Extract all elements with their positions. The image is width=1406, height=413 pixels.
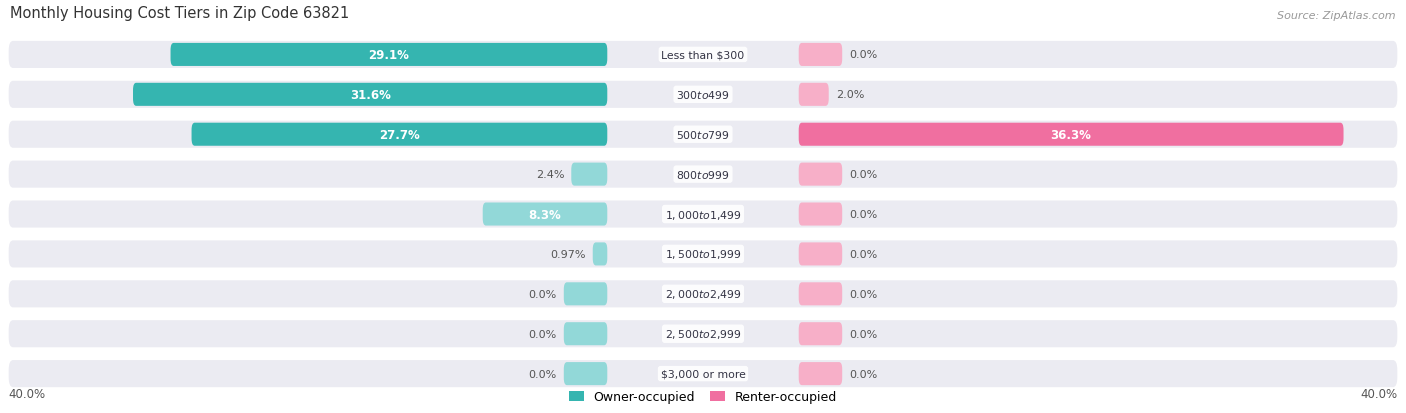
- FancyBboxPatch shape: [799, 323, 842, 345]
- FancyBboxPatch shape: [799, 203, 842, 226]
- FancyBboxPatch shape: [799, 123, 1344, 146]
- Text: 0.0%: 0.0%: [849, 249, 877, 259]
- FancyBboxPatch shape: [191, 123, 607, 146]
- FancyBboxPatch shape: [8, 320, 1398, 347]
- Text: 0.97%: 0.97%: [550, 249, 586, 259]
- FancyBboxPatch shape: [482, 203, 607, 226]
- Text: 0.0%: 0.0%: [529, 289, 557, 299]
- Text: 8.3%: 8.3%: [529, 208, 561, 221]
- Text: 0.0%: 0.0%: [849, 50, 877, 60]
- Text: 36.3%: 36.3%: [1050, 128, 1091, 141]
- Text: $300 to $499: $300 to $499: [676, 89, 730, 101]
- Text: $2,000 to $2,499: $2,000 to $2,499: [665, 287, 741, 301]
- FancyBboxPatch shape: [8, 161, 1398, 188]
- FancyBboxPatch shape: [8, 121, 1398, 148]
- FancyBboxPatch shape: [8, 241, 1398, 268]
- Text: $1,000 to $1,499: $1,000 to $1,499: [665, 208, 741, 221]
- Text: 0.0%: 0.0%: [849, 170, 877, 180]
- Text: $2,500 to $2,999: $2,500 to $2,999: [665, 328, 741, 340]
- Text: 27.7%: 27.7%: [380, 128, 420, 141]
- FancyBboxPatch shape: [564, 323, 607, 345]
- Text: $500 to $799: $500 to $799: [676, 129, 730, 141]
- Text: Monthly Housing Cost Tiers in Zip Code 63821: Monthly Housing Cost Tiers in Zip Code 6…: [10, 6, 350, 21]
- Legend: Owner-occupied, Renter-occupied: Owner-occupied, Renter-occupied: [564, 385, 842, 408]
- FancyBboxPatch shape: [799, 282, 842, 306]
- Text: 40.0%: 40.0%: [1360, 387, 1398, 400]
- Text: 0.0%: 0.0%: [849, 209, 877, 219]
- FancyBboxPatch shape: [8, 81, 1398, 109]
- FancyBboxPatch shape: [564, 282, 607, 306]
- Text: $1,500 to $1,999: $1,500 to $1,999: [665, 248, 741, 261]
- Text: 0.0%: 0.0%: [849, 329, 877, 339]
- Text: 2.4%: 2.4%: [536, 170, 564, 180]
- FancyBboxPatch shape: [799, 163, 842, 186]
- FancyBboxPatch shape: [799, 243, 842, 266]
- Text: 31.6%: 31.6%: [350, 89, 391, 102]
- FancyBboxPatch shape: [799, 44, 842, 67]
- FancyBboxPatch shape: [564, 362, 607, 385]
- FancyBboxPatch shape: [8, 42, 1398, 69]
- FancyBboxPatch shape: [571, 163, 607, 186]
- Text: 0.0%: 0.0%: [849, 289, 877, 299]
- FancyBboxPatch shape: [8, 360, 1398, 387]
- Text: Source: ZipAtlas.com: Source: ZipAtlas.com: [1277, 11, 1396, 21]
- Text: $3,000 or more: $3,000 or more: [661, 369, 745, 379]
- Text: Less than $300: Less than $300: [661, 50, 745, 60]
- FancyBboxPatch shape: [8, 201, 1398, 228]
- FancyBboxPatch shape: [799, 83, 828, 107]
- FancyBboxPatch shape: [799, 362, 842, 385]
- Text: 29.1%: 29.1%: [368, 49, 409, 62]
- FancyBboxPatch shape: [134, 83, 607, 107]
- Text: 0.0%: 0.0%: [529, 329, 557, 339]
- Text: 40.0%: 40.0%: [8, 387, 46, 400]
- FancyBboxPatch shape: [8, 280, 1398, 308]
- Text: 0.0%: 0.0%: [849, 369, 877, 379]
- FancyBboxPatch shape: [593, 243, 607, 266]
- Text: $800 to $999: $800 to $999: [676, 169, 730, 180]
- FancyBboxPatch shape: [170, 44, 607, 67]
- Text: 2.0%: 2.0%: [835, 90, 865, 100]
- Text: 0.0%: 0.0%: [529, 369, 557, 379]
